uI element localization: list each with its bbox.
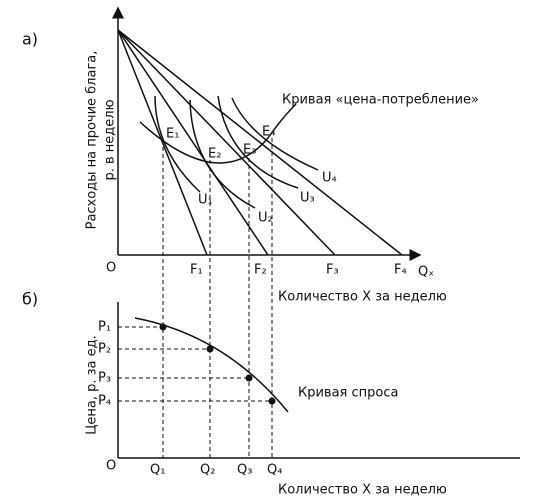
panel-label: а) [22, 30, 38, 49]
demand-points [159, 323, 276, 405]
price-label: P₄ [98, 394, 111, 409]
curve-name: U₄ [322, 171, 337, 186]
quantity-label: Q₁ [150, 463, 165, 478]
curve-label: Кривая спроса [298, 386, 398, 401]
point-label: E₂ [208, 147, 221, 162]
origin: O [106, 261, 116, 276]
indifference-curves [154, 95, 319, 209]
guide-lines [118, 138, 273, 458]
point-label: E₃ [243, 143, 256, 158]
intercept-label: F₃ [326, 263, 339, 278]
point-label: E₁ [166, 127, 179, 142]
y-axis-label: Цена, р. за ед. [85, 335, 100, 434]
quantity-label: Q₃ [237, 463, 252, 478]
point-label: E₄ [262, 125, 275, 140]
panel-label: б) [22, 290, 38, 309]
curve-name: U₁ [198, 193, 213, 208]
x-axis-label: Количество X за неделю [278, 290, 447, 305]
origin: O [106, 459, 116, 474]
intercept-label: F₁ [190, 263, 203, 278]
price-consumption-curve [139, 103, 297, 164]
y-axis-label: Расходы на прочие блага, [85, 51, 100, 230]
x-axis-symbol: Qₓ [418, 265, 434, 280]
y-axis-label: р. в неделю [103, 99, 118, 180]
quantity-label: Q₂ [200, 463, 215, 478]
curve-label: Кривая «цена-потребление» [282, 93, 479, 108]
price-label: P₁ [98, 320, 111, 335]
price-label: P₃ [98, 371, 111, 386]
x-axis-label: Количество X за неделю [278, 483, 447, 498]
curve-name: U₃ [300, 191, 315, 206]
quantity-label: Q₄ [267, 463, 282, 478]
price-label: P₂ [98, 342, 111, 357]
intercept-label: F₄ [394, 263, 407, 278]
demand-curve [134, 317, 289, 413]
intercept-label: F₂ [254, 263, 267, 278]
curve-name: U₂ [258, 211, 273, 226]
